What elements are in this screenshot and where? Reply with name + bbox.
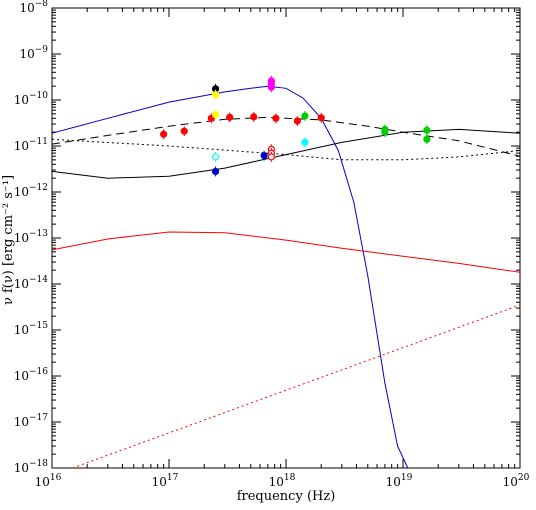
axis-ticks bbox=[51, 8, 520, 469]
y-tick-label: 10−17 bbox=[14, 413, 49, 429]
data-point bbox=[226, 113, 234, 121]
data-point bbox=[211, 91, 220, 99]
plot-frame bbox=[51, 7, 521, 469]
series-line bbox=[51, 85, 409, 469]
series-line bbox=[51, 116, 521, 157]
data-point bbox=[423, 126, 431, 134]
data-point bbox=[267, 83, 275, 91]
x-tick-label: 1018 bbox=[269, 473, 296, 489]
data-point bbox=[301, 112, 309, 120]
data-point bbox=[180, 127, 188, 135]
x-tick-labels: 1016 1017 1018 1019 1020 bbox=[35, 473, 530, 489]
data-point bbox=[211, 111, 220, 119]
y-tick-label: 10−13 bbox=[14, 229, 49, 245]
x-tick-label: 1020 bbox=[503, 473, 530, 489]
x-tick-label: 1019 bbox=[386, 473, 413, 489]
series-line bbox=[51, 231, 521, 273]
y-tick-label: 10−8 bbox=[19, 0, 48, 15]
data-point bbox=[267, 153, 275, 161]
data-points bbox=[160, 75, 431, 177]
data-point bbox=[160, 130, 168, 138]
series-line bbox=[51, 138, 521, 161]
data-point bbox=[423, 135, 431, 143]
data-point bbox=[250, 113, 258, 121]
x-tick-label: 1017 bbox=[152, 473, 179, 489]
y-tick-label: 10−11 bbox=[14, 137, 48, 153]
y-tick-label: 10−16 bbox=[14, 367, 49, 383]
y-tick-label: 10−18 bbox=[14, 459, 49, 475]
y-tick-label: 10−14 bbox=[14, 275, 49, 291]
data-point bbox=[301, 138, 309, 146]
y-tick-label: 10−12 bbox=[14, 183, 48, 199]
x-axis-label: frequency (Hz) bbox=[237, 489, 336, 504]
series-line bbox=[72, 304, 521, 469]
y-tick-label: 10−9 bbox=[19, 45, 48, 61]
data-point bbox=[317, 114, 325, 122]
model-curves bbox=[51, 85, 521, 469]
data-point bbox=[211, 167, 220, 176]
y-tick-labels: 10−8 10−9 10−10 10−11 10−12 10−13 10−14 10−15 10… bbox=[14, 0, 49, 475]
y-tick-label: 10−15 bbox=[14, 321, 49, 337]
series-line bbox=[51, 128, 521, 179]
y-tick-label: 10−10 bbox=[14, 91, 49, 107]
y-axis-label: ν f(ν) [erg cm⁻² s⁻¹] bbox=[1, 175, 16, 305]
x-tick-label: 1016 bbox=[35, 473, 62, 489]
data-point bbox=[293, 117, 301, 125]
data-point bbox=[272, 114, 280, 122]
data-point bbox=[211, 153, 220, 161]
data-point bbox=[260, 151, 268, 160]
data-point bbox=[381, 128, 389, 136]
